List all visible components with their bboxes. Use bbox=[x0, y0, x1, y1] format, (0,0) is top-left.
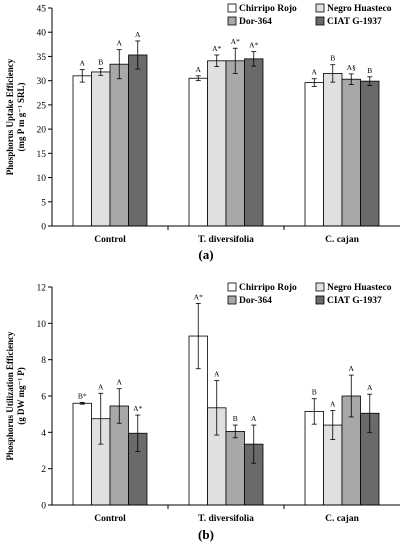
y-tick-label: 10 bbox=[37, 320, 47, 330]
y-axis-unit: (g DW mg⁻¹ P) bbox=[16, 367, 26, 425]
legend-swatch bbox=[315, 282, 325, 292]
significance-label: A* bbox=[212, 44, 221, 53]
significance-label: A* bbox=[249, 41, 258, 50]
significance-label: A bbox=[98, 382, 104, 391]
y-tick-label: 25 bbox=[37, 101, 47, 111]
y-tick-label: 35 bbox=[37, 53, 47, 63]
significance-label: B bbox=[330, 54, 335, 63]
category-label: T. diversifolia bbox=[198, 235, 254, 245]
category-label: C. cajan bbox=[325, 514, 359, 524]
significance-label: A bbox=[135, 30, 141, 39]
bar bbox=[72, 75, 92, 227]
legend-swatch bbox=[315, 295, 325, 305]
category-label: T. diversifolia bbox=[198, 514, 254, 524]
legend-swatch bbox=[227, 3, 237, 13]
bar bbox=[304, 411, 324, 506]
y-tick-label: 0 bbox=[41, 502, 46, 512]
legend-label: Dor-364 bbox=[239, 296, 272, 306]
significance-label: A* bbox=[133, 404, 142, 413]
significance-label: A bbox=[367, 383, 373, 392]
y-axis-unit: (mg P m g⁻¹ SRL) bbox=[16, 83, 26, 152]
y-tick-label: 0 bbox=[41, 223, 46, 233]
panel-a: 0 5 10 15 20 25 30 35 40 45 Phosphorus Uptake Effi… bbox=[5, 3, 400, 262]
panel-b: 0 2 4 6 8 10 12 Phosphorus Utilization Efficien… bbox=[5, 282, 400, 542]
significance-label: B bbox=[98, 58, 103, 67]
bar bbox=[91, 71, 111, 227]
legend-label: Dor-364 bbox=[239, 17, 272, 27]
legend-label: Negro Huasteco bbox=[327, 283, 392, 293]
y-tick-label: 30 bbox=[37, 77, 47, 87]
significance-label: A bbox=[196, 65, 202, 74]
significance-label: A bbox=[117, 378, 123, 387]
category-label: Control bbox=[94, 235, 126, 245]
panel-label: (b) bbox=[198, 527, 214, 542]
significance-label: A* bbox=[194, 292, 203, 301]
category-label: C. cajan bbox=[325, 235, 359, 245]
bar bbox=[72, 402, 92, 506]
bar bbox=[225, 431, 245, 506]
bar bbox=[341, 78, 361, 227]
significance-label: A bbox=[312, 68, 318, 77]
legend-label: Chirripo Rojo bbox=[239, 283, 297, 293]
significance-label: B* bbox=[78, 391, 87, 400]
y-tick-label: 4 bbox=[41, 429, 46, 439]
y-tick-label: 15 bbox=[37, 150, 47, 160]
bar bbox=[244, 58, 264, 227]
y-tick-label: 40 bbox=[37, 29, 47, 39]
significance-label: B bbox=[233, 414, 238, 423]
significance-label: A bbox=[117, 39, 123, 48]
bar bbox=[225, 60, 245, 227]
legend-label: CIAT G-1937 bbox=[327, 17, 382, 27]
significance-label: A bbox=[80, 59, 86, 68]
significance-label: B bbox=[367, 66, 372, 75]
bar bbox=[109, 63, 129, 227]
significance-label: A bbox=[349, 364, 355, 373]
y-tick-label: 2 bbox=[41, 465, 46, 475]
y-axis-title: Phosphorus Utilization Efficiency bbox=[5, 331, 15, 461]
legend-swatch bbox=[227, 16, 237, 26]
y-tick-label: 6 bbox=[41, 393, 46, 403]
legend-swatch bbox=[227, 282, 237, 292]
legend-swatch bbox=[315, 3, 325, 13]
significance-label: A bbox=[251, 414, 257, 423]
legend-label: CIAT G-1937 bbox=[327, 296, 382, 306]
y-axis-title: Phosphorus Uptake Efficiency bbox=[5, 58, 15, 175]
bar bbox=[207, 60, 227, 227]
category-label: Control bbox=[94, 514, 126, 524]
bar bbox=[323, 73, 343, 227]
bar bbox=[360, 80, 380, 227]
significance-label: A bbox=[330, 400, 336, 409]
legend-label: Chirripo Rojo bbox=[239, 4, 297, 14]
y-tick-label: 20 bbox=[37, 126, 47, 136]
panel-label: (a) bbox=[198, 247, 213, 262]
bar bbox=[128, 54, 148, 227]
significance-label: A§ bbox=[347, 63, 356, 72]
y-tick-label: 5 bbox=[41, 198, 46, 208]
significance-label: A bbox=[214, 370, 220, 379]
y-tick-label: 12 bbox=[37, 284, 47, 294]
bar bbox=[188, 77, 208, 227]
legend-label: Negro Huasteco bbox=[327, 4, 392, 14]
significance-label: B bbox=[312, 388, 317, 397]
legend-swatch bbox=[227, 295, 237, 305]
y-tick-label: 10 bbox=[37, 174, 47, 184]
y-tick-label: 45 bbox=[37, 5, 47, 15]
significance-label: A* bbox=[231, 37, 240, 46]
legend-swatch bbox=[315, 16, 325, 26]
y-tick-label: 8 bbox=[41, 356, 46, 366]
bar bbox=[304, 82, 324, 227]
